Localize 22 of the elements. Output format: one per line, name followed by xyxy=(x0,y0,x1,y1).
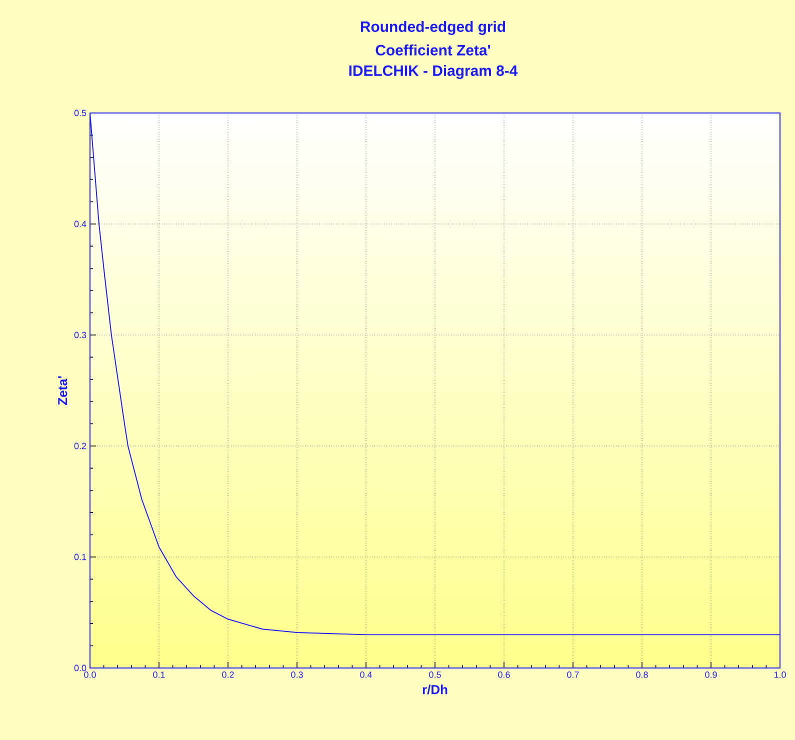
y-tick-label: 0.3 xyxy=(74,332,86,338)
chart-title: Rounded-edged grid xyxy=(360,20,506,35)
text: IDELCHIK - Diagram 8-4 xyxy=(349,64,518,79)
x-tick-label: 0.7 xyxy=(567,672,579,678)
x-tick-label: 0.9 xyxy=(705,672,717,678)
x-axis-title: r/Dh xyxy=(422,684,448,694)
x-tick-label: 1.0 xyxy=(774,672,786,678)
y-tick-label: 0.1 xyxy=(74,554,86,560)
x-tick-label: 0.8 xyxy=(636,672,648,678)
x-tick-label: 0.1 xyxy=(153,672,165,678)
y-axis-title: Zeta' xyxy=(58,376,68,405)
y-tick-label: 0.5 xyxy=(74,110,86,116)
chart-subtitle: Coefficient Zeta' xyxy=(376,44,490,56)
x-tick-label: 0.6 xyxy=(498,672,510,678)
x-tick-label: 0.2 xyxy=(222,672,234,678)
x-tick-label: 0.0 xyxy=(84,672,96,678)
x-tick-label: 0.4 xyxy=(360,672,372,678)
y-tick-label: 0.0 xyxy=(74,664,86,672)
x-tick-label: 0.5 xyxy=(429,672,441,678)
x-tick-label: 0.3 xyxy=(291,672,303,678)
y-tick-label: 0.4 xyxy=(74,220,86,228)
y-tick-label: 0.2 xyxy=(74,442,86,450)
